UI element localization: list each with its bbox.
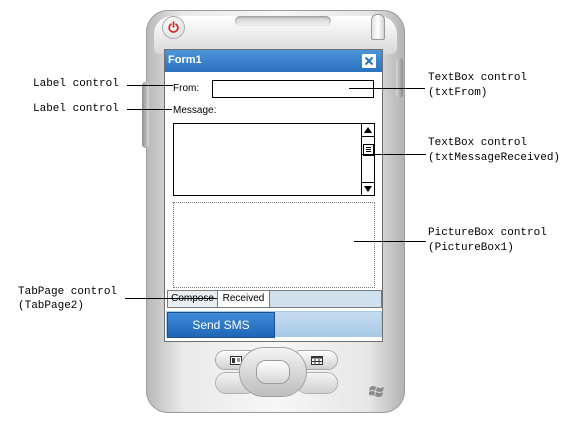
- callout-textbox-from-name: (txtFrom): [428, 87, 488, 99]
- callout-textbox-message-title: TextBox control: [428, 137, 528, 149]
- callout-line-picturebox: [354, 241, 426, 242]
- side-record-button[interactable]: [396, 58, 403, 98]
- speaker-grille: [235, 16, 331, 26]
- scroll-down-button[interactable]: [362, 182, 374, 195]
- navigation-pad[interactable]: [240, 348, 306, 396]
- callout-textbox-message-name: (txtMessageReceived): [428, 152, 561, 164]
- close-icon: [364, 56, 374, 66]
- tab-strip: Compose Received: [167, 290, 382, 308]
- scroll-down-arrow-icon: [364, 186, 372, 192]
- message-received-textbox[interactable]: [173, 123, 375, 196]
- picturebox: [173, 202, 375, 288]
- scroll-up-arrow-icon: [364, 127, 372, 133]
- tab-compose[interactable]: Compose: [168, 291, 218, 307]
- softkey-bar: Send SMS: [166, 311, 382, 338]
- calendar-icon: [311, 355, 323, 365]
- scroll-thumb[interactable]: [363, 144, 374, 156]
- message-label: Message:: [173, 105, 217, 116]
- callout-picturebox-name: (PictureBox1): [428, 242, 514, 254]
- from-textbox[interactable]: [212, 80, 374, 98]
- power-button[interactable]: [163, 17, 184, 38]
- callout-line-textbox-from: [349, 88, 425, 89]
- callout-tabpage-name: (TabPage2): [18, 300, 85, 312]
- callout-line-textbox-message: [362, 154, 426, 155]
- windows-logo-icon: [369, 386, 384, 397]
- form-title: Form1: [168, 54, 202, 66]
- callout-line-tabpage: [125, 298, 217, 299]
- scroll-up-button[interactable]: [362, 124, 374, 137]
- right-softkey[interactable]: [275, 312, 381, 336]
- hardware-key-lower-right[interactable]: [297, 373, 337, 393]
- side-volume-button[interactable]: [142, 82, 149, 148]
- send-sms-softkey[interactable]: Send SMS: [167, 312, 275, 338]
- callout-label-control-message: Label control: [33, 103, 119, 115]
- close-button[interactable]: [362, 54, 376, 68]
- callout-label-control-from: Label control: [33, 78, 119, 90]
- callout-picturebox-title: PictureBox control: [428, 227, 547, 239]
- tab-received[interactable]: Received: [218, 291, 270, 307]
- form-client-area: From: Message: Compose Received Send: [166, 72, 382, 340]
- callout-line-message-label: [127, 109, 172, 110]
- power-icon: [168, 21, 179, 33]
- calendar-key[interactable]: [297, 351, 337, 369]
- callout-line-from-label: [127, 85, 173, 86]
- form-title-bar: Form1: [165, 50, 382, 72]
- callout-tabpage-title: TabPage control: [18, 286, 118, 298]
- contacts-icon: [230, 355, 242, 365]
- from-label: From:: [173, 83, 200, 94]
- hardware-buttons: [164, 343, 381, 403]
- stylus[interactable]: [371, 14, 385, 40]
- callout-textbox-from-title: TextBox control: [428, 72, 528, 84]
- message-scrollbar[interactable]: [361, 124, 374, 195]
- device-screen: Form1 From: Message:: [164, 49, 383, 342]
- navigation-pad-center[interactable]: [257, 361, 289, 383]
